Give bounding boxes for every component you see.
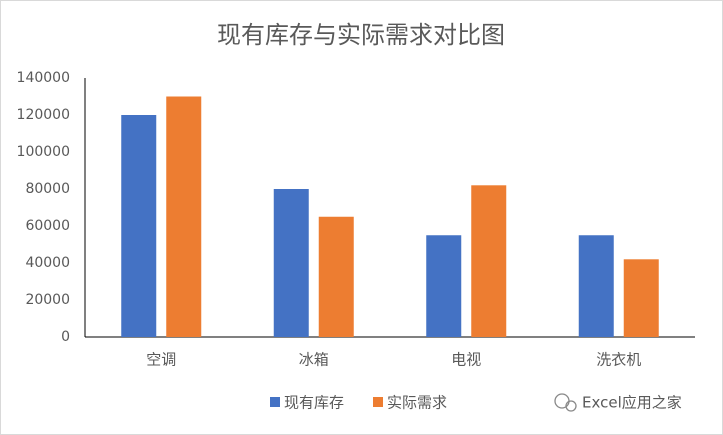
chart-title: 现有库存与实际需求对比图 [217,21,505,49]
bar [121,115,157,337]
legend-label: 实际需求 [387,394,447,412]
x-tick-label: 冰箱 [299,351,329,369]
x-tick-label: 洗衣机 [596,351,641,369]
y-tick-label: 100000 [17,144,70,160]
legend-label: 现有库存 [284,394,344,412]
x-tick-label: 电视 [451,351,481,369]
y-tick-label: 20000 [25,292,70,308]
bar [166,96,202,337]
y-tick-label: 80000 [25,181,70,197]
y-tick-label: 0 [61,329,70,345]
bar [471,185,507,337]
y-tick-label: 60000 [25,218,70,234]
watermark: Excel应用之家 [582,394,682,412]
y-tick-label: 40000 [25,255,70,271]
legend-swatch [270,397,280,407]
bar [623,259,659,337]
legend-swatch [373,397,383,407]
x-tick-label: 空调 [146,351,176,369]
bar [273,189,309,337]
bar [578,235,614,337]
watermark-icon [554,393,577,412]
y-tick-label: 120000 [17,107,70,123]
bar [318,216,354,337]
y-tick-label: 140000 [17,70,70,86]
bar [426,235,462,337]
